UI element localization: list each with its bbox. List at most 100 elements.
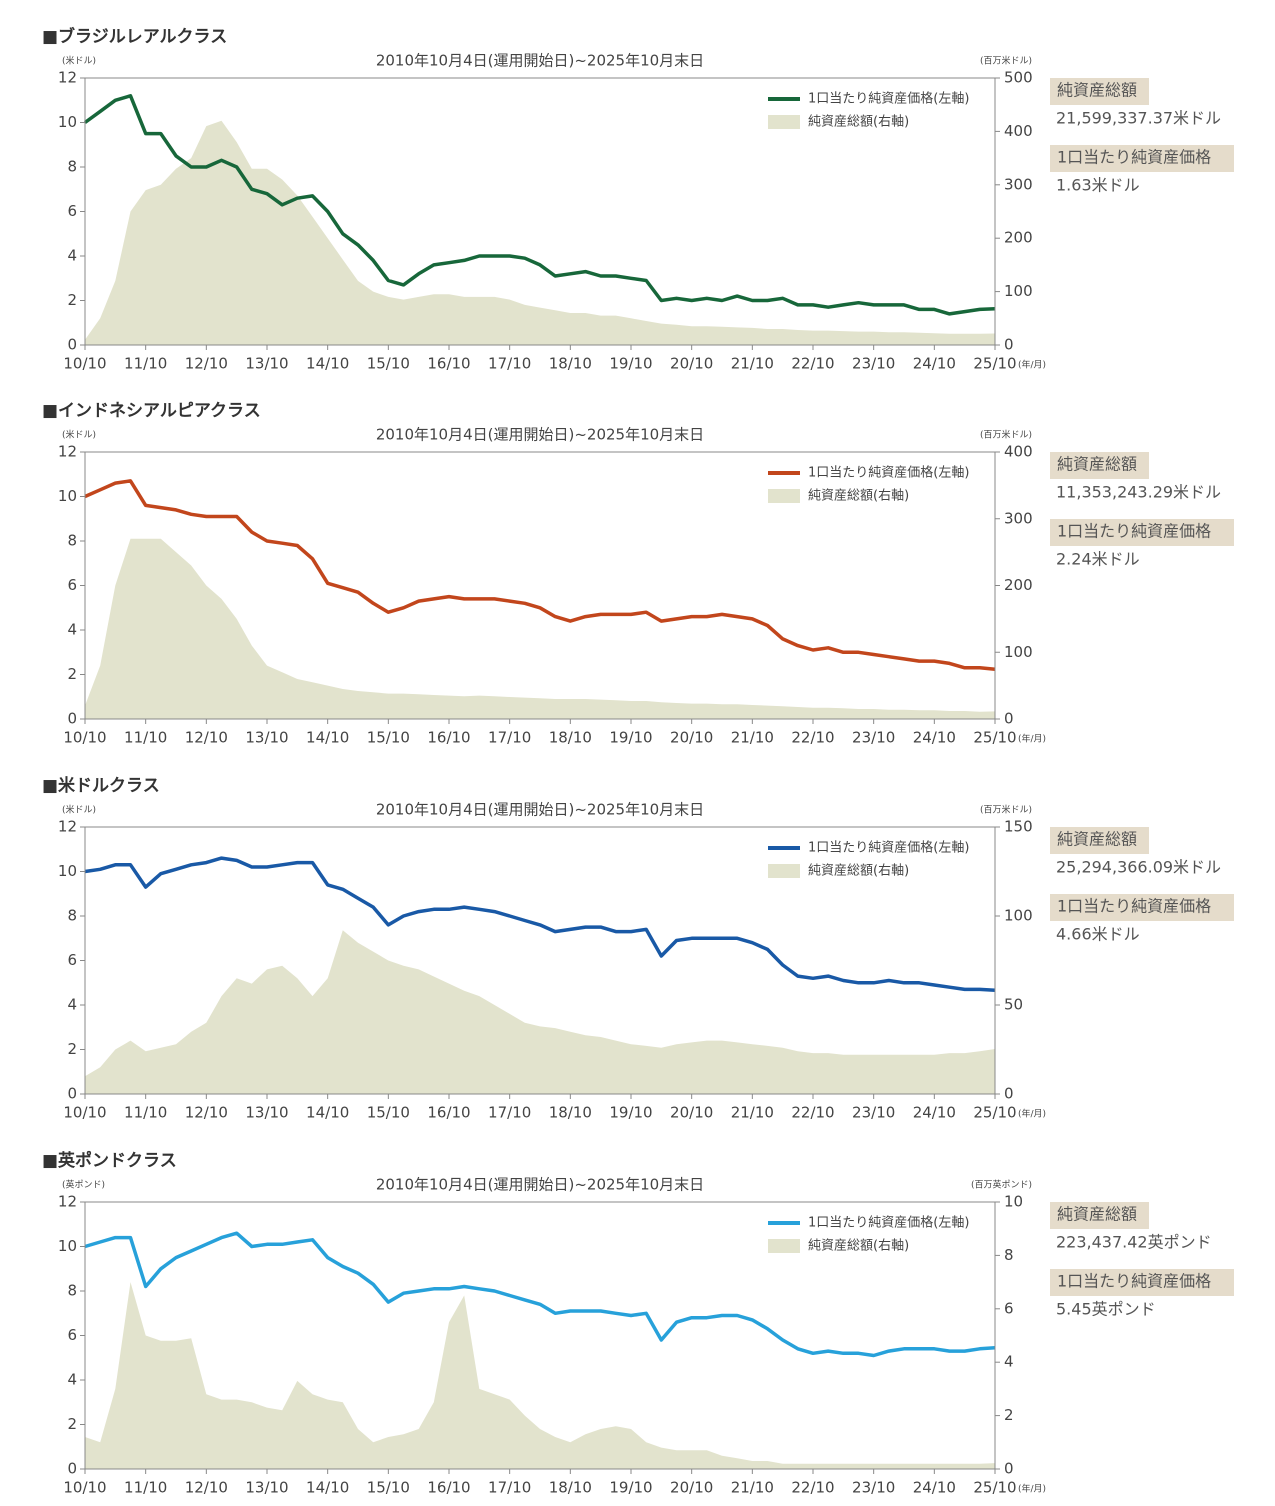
y-tick-label: 6 [67,202,77,220]
y-tick-label: 10 [58,113,77,131]
x-tick-label: 20/10 [670,1479,713,1497]
x-tick-label: 14/10 [306,355,349,373]
chart-title: 2010年10月4日(運用開始日)~2025年10月末日 [376,426,704,444]
chart-title: 2010年10月4日(運用開始日)~2025年10月末日 [376,1176,704,1194]
summary-label: 純資産総額 [1057,830,1137,849]
y-tick-label: 12 [58,69,77,87]
y-tick-label: 8 [67,532,77,550]
y2-tick-label: 50 [1004,996,1023,1014]
y-tick-label: 8 [67,158,77,176]
y-tick-label: 12 [58,1193,77,1211]
y-axis-unit: (米ドル) [62,804,96,816]
x-tick-label: 25/10 [973,1479,1016,1497]
chart-title: 2010年10月4日(運用開始日)~2025年10月末日 [376,801,704,819]
y-tick-label: 0 [67,336,77,354]
x-axis-unit: (年/月) [1018,1108,1046,1120]
x-tick-label: 23/10 [852,729,895,747]
x-tick-label: 20/10 [670,355,713,373]
y2-tick-label: 150 [1004,818,1033,836]
summary-label-bg [1050,827,1149,854]
x-tick-label: 10/10 [63,1479,106,1497]
x-tick-label: 22/10 [791,1479,834,1497]
summary-value: 25,294,366.09米ドル [1056,858,1221,877]
legend-label: 純資産総額(右軸) [808,1238,909,1254]
x-tick-label: 14/10 [306,1104,349,1122]
x-tick-label: 12/10 [185,355,228,373]
x-tick-label: 17/10 [488,355,531,373]
y2-tick-label: 0 [1004,336,1014,354]
legend-swatch [768,1239,800,1253]
x-tick-label: 13/10 [245,729,288,747]
x-tick-label: 10/10 [63,729,106,747]
y2-tick-label: 10 [1004,1193,1023,1211]
x-tick-label: 16/10 [427,1479,470,1497]
section-heading: ■ブラジルレアルクラス [42,26,227,47]
x-tick-label: 10/10 [63,1104,106,1122]
summary-label: 純資産総額 [1057,81,1137,100]
x-tick-label: 12/10 [185,1479,228,1497]
section-heading: ■米ドルクラス [42,775,160,796]
x-tick-label: 21/10 [731,1479,774,1497]
y-axis-unit: (米ドル) [62,429,96,441]
nav-line [84,479,996,671]
y2-axis-unit: (百万米ドル) [980,804,1032,816]
y-tick-label: 4 [67,1371,77,1389]
x-tick-label: 19/10 [609,729,652,747]
net-assets-area [85,120,995,345]
legend-swatch [768,115,800,129]
x-tick-label: 24/10 [913,355,956,373]
x-axis-unit: (年/月) [1018,359,1046,371]
y2-tick-label: 100 [1004,643,1033,661]
y-axis-unit: (英ポンド) [62,1179,105,1191]
y2-tick-label: 100 [1004,907,1033,925]
y-tick-label: 4 [67,247,77,265]
x-tick-label: 24/10 [913,729,956,747]
summary-value: 5.45英ポンド [1056,1300,1156,1319]
y2-tick-label: 400 [1004,443,1033,461]
y2-tick-label: 200 [1004,229,1033,247]
nav-line [84,1231,996,1358]
x-tick-label: 25/10 [973,355,1016,373]
summary-label-bg [1050,78,1149,105]
x-tick-label: 23/10 [852,1104,895,1122]
summary-label-bg [1050,1202,1149,1229]
legend-swatch [768,489,800,503]
y-tick-label: 2 [67,665,77,683]
x-tick-label: 22/10 [791,1104,834,1122]
y2-tick-label: 8 [1004,1246,1014,1264]
legend-label: 純資産総額(右軸) [808,863,909,879]
y-tick-label: 0 [67,1085,77,1103]
x-tick-label: 13/10 [245,1104,288,1122]
x-axis-unit: (年/月) [1018,1483,1046,1495]
y-tick-label: 2 [67,1040,77,1058]
y-tick-label: 10 [58,862,77,880]
summary-label: 1口当たり純資産価格 [1057,897,1211,916]
y2-axis-unit: (百万英ポンド) [971,1179,1032,1191]
x-tick-label: 25/10 [973,1104,1016,1122]
y-tick-label: 4 [67,621,77,639]
legend-label: 1口当たり純資産価格(左軸) [808,91,969,107]
x-tick-label: 15/10 [367,1104,410,1122]
x-tick-label: 22/10 [791,355,834,373]
x-tick-label: 18/10 [549,729,592,747]
summary-value: 1.63米ドル [1056,176,1140,195]
x-tick-label: 15/10 [367,729,410,747]
x-tick-label: 23/10 [852,355,895,373]
x-tick-label: 19/10 [609,1104,652,1122]
summary-label: 1口当たり純資産価格 [1057,522,1211,541]
x-tick-label: 16/10 [427,355,470,373]
x-axis-unit: (年/月) [1018,733,1046,745]
summary-label: 1口当たり純資産価格 [1057,148,1211,167]
section-heading: ■インドネシアルピアクラス [42,401,261,421]
x-tick-label: 12/10 [185,1104,228,1122]
x-tick-label: 16/10 [427,1104,470,1122]
x-tick-label: 21/10 [731,729,774,747]
x-tick-label: 16/10 [427,729,470,747]
x-tick-label: 24/10 [913,1479,956,1497]
y-tick-label: 10 [58,487,77,505]
x-tick-label: 18/10 [549,355,592,373]
net-assets-area [85,538,995,719]
x-tick-label: 13/10 [245,355,288,373]
y2-tick-label: 0 [1004,1460,1014,1478]
